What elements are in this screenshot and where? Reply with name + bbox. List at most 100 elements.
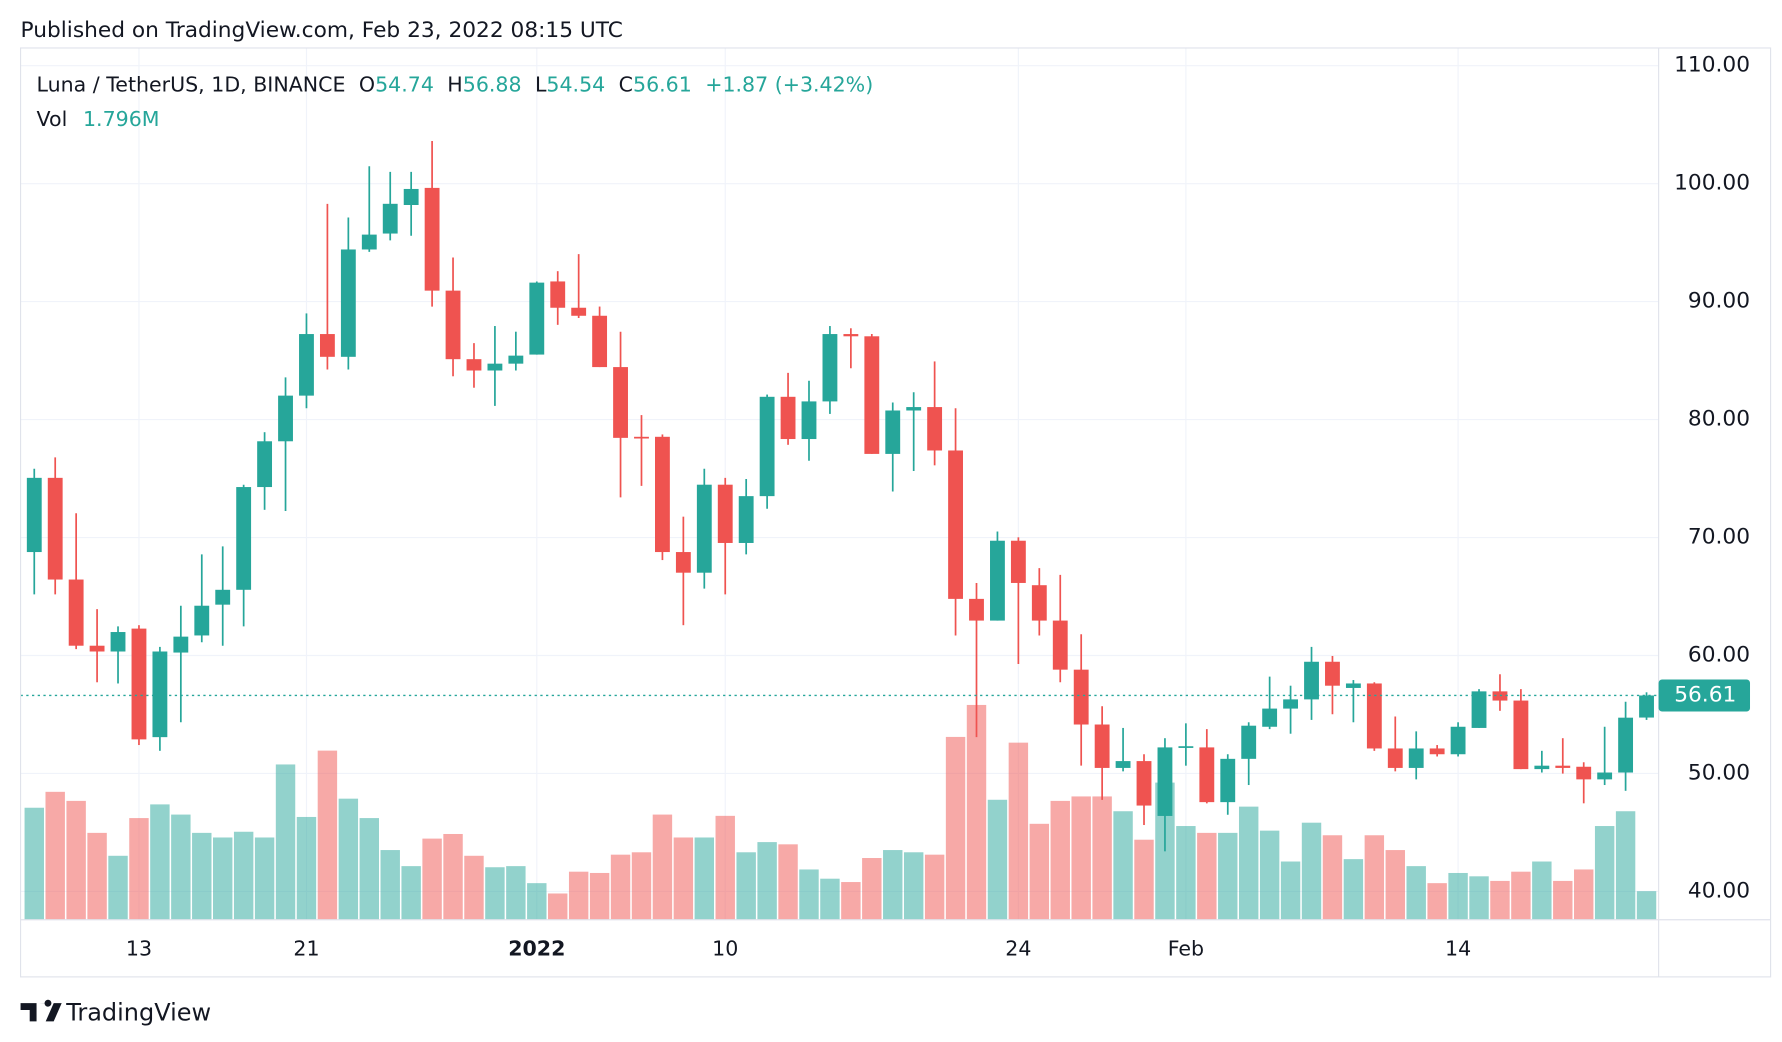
volume-bar	[443, 833, 463, 920]
volume-bar	[1385, 850, 1405, 920]
candle-body	[508, 355, 524, 364]
volume-bar	[945, 736, 966, 920]
y-tick-label: 100.00	[1674, 171, 1750, 196]
published-note: Published on TradingView.com, Feb 23, 20…	[21, 18, 623, 43]
volume-bar	[820, 878, 840, 920]
candle-body	[634, 436, 649, 439]
y-tick-label: 70.00	[1688, 525, 1750, 550]
candle-body	[1450, 726, 1466, 755]
candle-body	[1513, 700, 1529, 770]
candle-body	[319, 334, 335, 357]
volume-bar	[1218, 832, 1238, 920]
volume-bar	[1636, 891, 1657, 920]
volume-bar	[673, 837, 694, 920]
last-price-badge	[1658, 679, 1751, 712]
change: +1.87 (+3.42%)	[705, 73, 873, 97]
volume-bar	[1532, 861, 1552, 920]
last-price-label: 56.61	[1674, 682, 1736, 707]
candle-body	[1241, 725, 1257, 759]
candle-body	[445, 290, 461, 360]
candle-body	[1618, 717, 1634, 773]
volume-bar	[108, 855, 128, 920]
close-value: 56.61	[633, 73, 692, 97]
candle-body	[759, 396, 775, 497]
candle-body	[236, 487, 252, 590]
volume-bar	[24, 807, 44, 920]
volume-bar	[171, 814, 191, 920]
candle-body	[1178, 746, 1194, 748]
candle-body	[68, 579, 84, 646]
candle-body	[299, 334, 314, 396]
candle-body	[654, 436, 670, 553]
volume-bar	[1406, 866, 1426, 920]
candle-body	[696, 484, 712, 573]
volume-bar	[883, 850, 903, 920]
volume-bar	[610, 854, 631, 920]
volume-bar	[548, 893, 568, 920]
volume-bar	[1259, 830, 1280, 920]
y-tick-label: 110.00	[1674, 53, 1750, 78]
volume-bar	[736, 852, 756, 920]
candle-body	[927, 407, 943, 451]
volume-bar	[715, 815, 735, 920]
chart-frame	[19, 47, 1772, 978]
x-tick-label: 13	[126, 936, 152, 960]
volume-bar	[1427, 883, 1447, 920]
volume-bar	[652, 814, 673, 920]
volume-bar	[317, 750, 338, 920]
volume-bar	[924, 854, 945, 920]
candle-body	[257, 441, 273, 488]
volume-bar	[422, 838, 442, 920]
y-tick-label: 60.00	[1688, 643, 1750, 668]
candle-body	[1304, 661, 1319, 700]
y-tick-label: 40.00	[1688, 878, 1750, 903]
candle-body	[990, 540, 1005, 621]
volume-bar	[506, 866, 526, 920]
candle-body	[969, 598, 984, 621]
candle-body	[780, 396, 796, 440]
candle-body	[1471, 691, 1487, 728]
volume-bar	[45, 791, 65, 920]
volume-bar	[841, 882, 861, 920]
volume-bar	[757, 842, 777, 920]
volume-bar	[1301, 822, 1322, 920]
close-label: C	[619, 73, 633, 97]
volume-bar	[778, 844, 798, 920]
candle-body	[26, 477, 42, 553]
volume-bar	[1050, 800, 1070, 920]
volume-bar	[862, 858, 882, 920]
candle-body	[1555, 765, 1571, 768]
y-tick-label: 80.00	[1688, 407, 1750, 432]
x-tick-label: 24	[1005, 936, 1031, 960]
volume-bar	[66, 800, 86, 920]
candle-body	[1387, 748, 1403, 768]
candles	[20, 141, 1659, 852]
candle-body	[1031, 585, 1047, 621]
volume-bar	[1008, 742, 1029, 920]
candle-body	[592, 315, 608, 368]
volume-bar	[150, 804, 170, 920]
volume-bar	[1092, 796, 1112, 920]
volume-bar	[464, 855, 484, 920]
vol-value: 1.796M	[83, 107, 160, 131]
volume-bar	[1574, 869, 1594, 920]
volume-bar	[1197, 832, 1217, 920]
candle-body	[278, 395, 293, 442]
volume-bar	[1238, 806, 1259, 920]
candle-body	[1199, 747, 1215, 803]
volume-bar	[589, 872, 610, 920]
candle-body	[864, 336, 880, 454]
legend-ohlc: Luna / TetherUS, 1D, BINANCE O54.74 H56.…	[37, 73, 874, 97]
volume-bar	[1553, 880, 1573, 920]
candle-body	[1115, 761, 1131, 768]
volume-bar	[966, 704, 987, 920]
candle-body	[1325, 661, 1340, 686]
y-tick-label: 50.00	[1688, 760, 1750, 785]
candle-body	[948, 450, 963, 599]
candle-body	[1366, 683, 1382, 749]
candle-body	[152, 651, 168, 738]
candle-body	[550, 281, 566, 308]
low-value: 54.54	[546, 73, 605, 97]
candle-body	[571, 307, 587, 316]
